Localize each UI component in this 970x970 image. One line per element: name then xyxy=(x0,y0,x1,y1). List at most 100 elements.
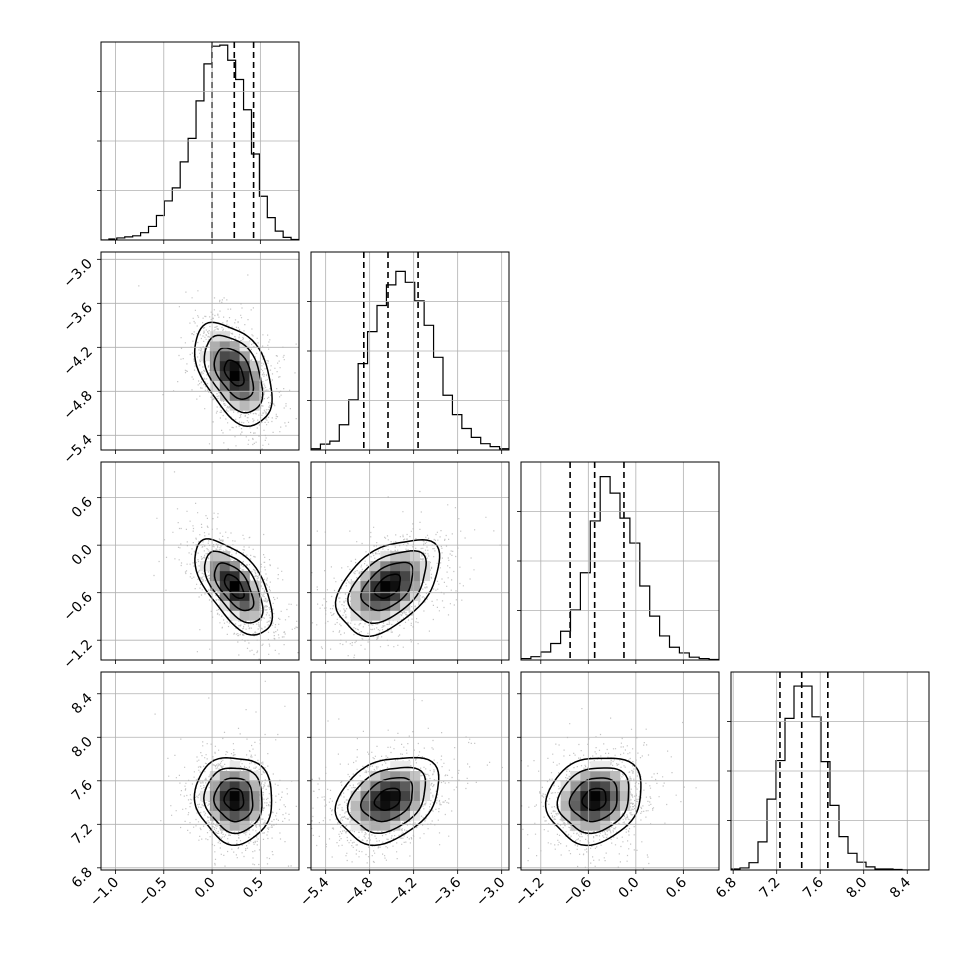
density-cell xyxy=(380,790,391,801)
density-cell xyxy=(360,820,371,831)
density-cell xyxy=(249,390,260,401)
y-tick-label: 6.8 xyxy=(69,864,96,891)
density-cell xyxy=(370,780,381,792)
density-cell xyxy=(370,580,381,591)
panel-frame xyxy=(310,461,510,661)
density-cell xyxy=(620,780,631,792)
density-cell xyxy=(400,600,411,611)
panel-0-0 xyxy=(97,41,300,244)
density-cell xyxy=(419,570,431,582)
density-cell xyxy=(390,551,401,562)
density-cell xyxy=(209,780,221,792)
panel-frame xyxy=(100,461,300,661)
density-cell xyxy=(219,771,230,782)
density-cell xyxy=(350,800,361,811)
density-cell xyxy=(390,580,401,591)
contour-line xyxy=(568,777,618,823)
density-cell xyxy=(370,810,381,821)
density-cell xyxy=(610,800,621,811)
density-cell xyxy=(249,400,260,411)
density-cell xyxy=(360,590,371,601)
histogram-step xyxy=(101,44,299,240)
density-cell xyxy=(249,600,260,611)
density-cell xyxy=(400,570,411,582)
density-cell xyxy=(380,780,391,792)
density-cell xyxy=(360,810,371,821)
x-tick-label: −4.8 xyxy=(341,875,376,910)
x-tick-label: −3.0 xyxy=(473,875,508,910)
panel-content xyxy=(311,699,503,870)
density-cell xyxy=(590,810,601,821)
density-cell xyxy=(360,600,371,611)
density-cell xyxy=(390,790,401,801)
density-cell xyxy=(209,580,221,591)
x-tick-label: 6.8 xyxy=(713,875,740,902)
density-cell xyxy=(360,800,371,811)
density-cell xyxy=(229,580,240,591)
density-cell xyxy=(580,790,591,801)
density-cell xyxy=(249,780,260,792)
panel-3-3: 6.8 7.2 7.6 8.0 8.4 xyxy=(713,671,930,902)
x-tick-label: 0.0 xyxy=(616,875,643,902)
density-cell xyxy=(600,780,611,792)
y-tick-label: 0.6 xyxy=(69,494,96,521)
density-cell xyxy=(239,370,250,381)
density-cell xyxy=(229,761,240,772)
density-cell xyxy=(370,771,381,782)
density-cell xyxy=(610,790,621,801)
density-cell xyxy=(380,820,391,831)
panel-content xyxy=(138,274,297,450)
density-cell xyxy=(570,771,581,782)
contour-line xyxy=(213,562,255,612)
density-cell xyxy=(600,820,611,831)
density-cell xyxy=(239,400,250,411)
x-tick-label: −4.2 xyxy=(385,875,420,910)
density-cell xyxy=(400,771,411,782)
density-cell xyxy=(590,771,601,782)
density-cell xyxy=(229,360,240,372)
density-cell xyxy=(380,771,391,782)
density-cell xyxy=(390,771,401,782)
density-cell xyxy=(239,780,250,792)
density-cell xyxy=(370,790,381,801)
density-cell xyxy=(209,810,221,821)
density-cell xyxy=(600,810,611,821)
density-cell xyxy=(229,790,240,801)
density-cell xyxy=(239,360,250,372)
density-cell xyxy=(219,580,230,591)
density-cell xyxy=(239,790,250,801)
density-cell xyxy=(580,771,591,782)
density-cell xyxy=(410,551,421,562)
contour-line xyxy=(360,561,414,612)
density-cell xyxy=(350,790,361,801)
density-cell xyxy=(209,561,221,572)
density-cell xyxy=(610,780,621,792)
density-cell xyxy=(590,790,601,801)
density-cell xyxy=(209,341,221,352)
x-tick-label: −3.6 xyxy=(429,874,464,909)
density-cell xyxy=(219,780,230,792)
density-cell xyxy=(600,800,611,811)
density-cell xyxy=(219,600,230,611)
histogram-step xyxy=(521,476,719,660)
density-cell xyxy=(560,810,571,821)
contour-line xyxy=(334,756,440,847)
density-cell xyxy=(400,810,411,821)
density-cell xyxy=(410,800,421,811)
density-cell xyxy=(229,380,240,391)
panel-0-3: −1.0 −0.5 0.0 0.5 6.8 7.2 7.6 8.0 8.4 xyxy=(69,671,300,910)
density-cell xyxy=(350,600,361,611)
panel-content xyxy=(521,708,697,870)
density-cell xyxy=(219,820,230,831)
panel-1-1 xyxy=(307,251,510,454)
contour-line xyxy=(203,334,264,414)
density-cell xyxy=(360,570,371,582)
contour-line xyxy=(223,359,245,387)
contour-line xyxy=(193,757,273,847)
x-tick-label: −1.2 xyxy=(512,875,547,910)
density-cell xyxy=(229,570,240,582)
panel-content xyxy=(521,462,719,660)
density-cell xyxy=(370,570,381,582)
x-tick-label: 8.4 xyxy=(887,874,914,901)
density-cell xyxy=(219,800,230,811)
